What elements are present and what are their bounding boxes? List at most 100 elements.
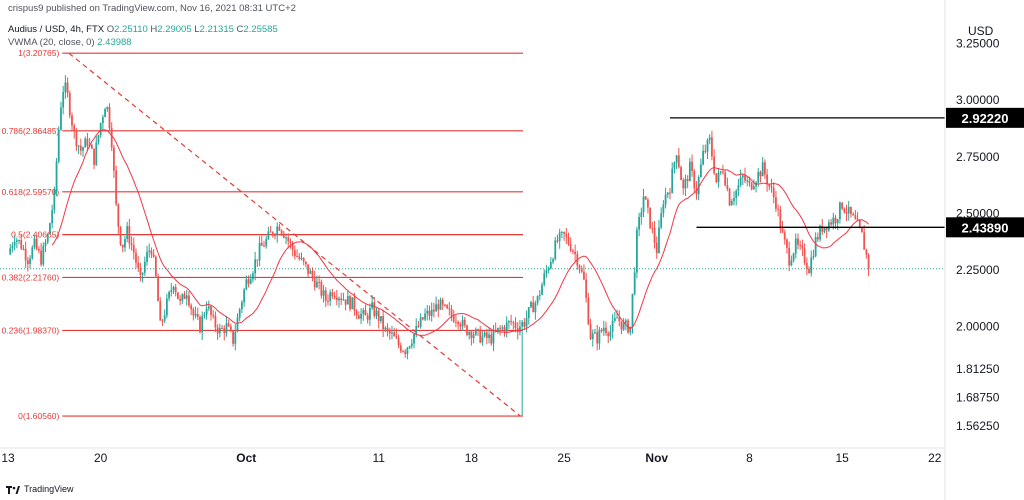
candle-body <box>430 309 433 316</box>
candle-body <box>29 258 31 264</box>
candle-body <box>375 310 378 317</box>
candle-body <box>406 347 409 354</box>
candle-body <box>241 302 243 310</box>
candle-body <box>485 332 488 338</box>
candle-body <box>391 332 393 334</box>
candle-body <box>196 313 199 317</box>
candle-body <box>819 225 821 240</box>
fib-trend-line[interactable] <box>68 52 521 417</box>
candle-body <box>439 299 442 310</box>
candle-body <box>722 171 724 173</box>
indicator-legend[interactable]: VWMA (20, close, 0) 2.43988 <box>8 37 132 48</box>
candle-body <box>218 327 221 334</box>
symbol-legend[interactable]: Audius / USD, 4h, FTX O2.25110 H2.29005 … <box>8 24 278 35</box>
candle-body <box>172 287 175 291</box>
candle-body <box>839 202 841 220</box>
candle-body <box>558 232 561 241</box>
candle-body <box>532 302 535 313</box>
candle-body <box>159 301 162 321</box>
candle-body <box>463 319 466 326</box>
candle-body <box>51 210 54 224</box>
horizontal-levels[interactable]: 2.92220 2.43890 <box>670 107 1024 238</box>
candle-body <box>139 267 142 275</box>
candle-body <box>649 207 652 228</box>
candle-body <box>95 142 98 165</box>
candle-body <box>342 299 345 301</box>
y-tick-label: 3.00000 <box>956 93 1000 107</box>
candle-body <box>589 324 592 340</box>
candle-body <box>168 292 170 299</box>
candle-body <box>179 298 182 301</box>
candle-body <box>653 227 656 243</box>
candle-body <box>86 138 89 146</box>
x-tick-label: 18 <box>465 451 479 465</box>
candle-body <box>810 257 813 274</box>
candle-body <box>452 315 455 322</box>
candle-body <box>494 329 497 332</box>
candle-body <box>135 252 137 263</box>
candle-body <box>483 332 486 337</box>
candle-body <box>399 345 402 352</box>
candle-body <box>567 236 570 245</box>
candle-body <box>150 250 153 255</box>
candle-body <box>733 198 735 202</box>
candle-body <box>214 315 217 328</box>
candle-body <box>845 212 848 214</box>
fibonacci-retracement[interactable]: 1(3.20765) 0.786(2.86485) 0.618(2.59570) 0.… <box>2 48 524 421</box>
candle-body <box>384 327 387 330</box>
candle-body <box>188 295 190 306</box>
candle-body <box>863 232 866 250</box>
candle-body <box>152 254 155 257</box>
candle-body <box>333 296 336 298</box>
candle-body <box>364 310 367 316</box>
candle-body <box>636 229 638 273</box>
time-axis[interactable]: 13 20 Oct 11 18 25 Nov 8 15 22 <box>0 447 945 465</box>
fib-level-label: 0.236(1.98370) <box>2 325 60 335</box>
candle-body <box>402 351 404 353</box>
candle-body <box>73 125 76 131</box>
candle-body <box>210 306 212 316</box>
candle-body <box>287 237 290 242</box>
candle-body <box>490 334 493 344</box>
candle-body <box>724 172 727 186</box>
candle-body <box>790 260 793 266</box>
candle-body <box>190 305 193 310</box>
candle-body <box>799 244 802 246</box>
candle-body <box>691 161 693 171</box>
candle-body <box>450 309 453 316</box>
candle-body <box>622 323 625 330</box>
candle-body <box>291 242 294 251</box>
candle-body <box>428 310 431 316</box>
currency-label: USD <box>968 24 994 38</box>
y-tick-label: 2.25000 <box>956 263 1000 277</box>
candle-body <box>143 261 146 273</box>
y-tick-label: 2.50000 <box>956 206 1000 220</box>
candle-body <box>42 246 45 265</box>
candle-body <box>419 317 422 327</box>
candle-body <box>340 298 343 301</box>
candle-body <box>9 248 12 255</box>
candle-body <box>441 299 444 305</box>
candle-body <box>563 231 565 234</box>
candle-body <box>611 320 614 332</box>
ohlc-l: L2.21315 <box>191 24 234 35</box>
candle-body <box>311 270 314 277</box>
candle-body <box>794 238 797 254</box>
candle-body <box>267 231 270 239</box>
candle-body <box>466 325 468 335</box>
candle-body <box>82 147 84 151</box>
candle-body <box>514 322 517 329</box>
candle-body <box>121 244 124 248</box>
candle-body <box>298 256 301 259</box>
tradingview-logo-icon <box>6 485 20 494</box>
candle-body <box>715 173 718 183</box>
candle-body <box>119 226 122 245</box>
y-tick-label: 3.25000 <box>956 37 1000 51</box>
price-axis[interactable]: 3.25000 3.00000 2.75000 2.50000 2.25000 2.000… <box>944 0 1000 500</box>
candle-body <box>415 325 418 335</box>
candle-body <box>677 155 680 168</box>
y-tick-label: 1.68750 <box>956 391 1000 405</box>
candle-body <box>84 138 87 148</box>
candle-body <box>642 196 645 213</box>
